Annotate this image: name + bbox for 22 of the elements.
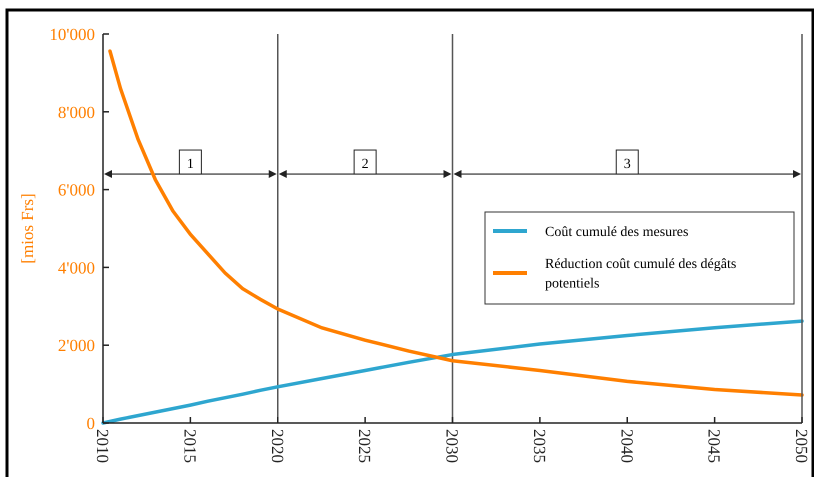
x-tick-label: 2030 (442, 429, 462, 463)
x-tick-label: 2040 (617, 429, 636, 463)
y-tick-label: 8'000 (58, 102, 95, 122)
x-tick-label: 2050 (792, 429, 812, 463)
annotation: 1 (186, 157, 194, 172)
y-tick-label: 4'000 (58, 258, 95, 278)
legend-label: Coût cumulé des mesures (545, 224, 688, 240)
x-tick-label: 2045 (704, 429, 724, 463)
x-tick-label: 2035 (530, 429, 549, 463)
annotation: 2 (362, 157, 369, 172)
y-tick-label: 6'000 (58, 180, 95, 200)
x-tick-label: 2020 (268, 429, 287, 463)
line-series (108, 49, 804, 397)
y-tick-label: 0 (86, 414, 95, 433)
y-tick-label: 2'000 (58, 336, 95, 356)
legend-label: Réduction coût cumulé des dégâts potentiels (545, 256, 736, 292)
y-axis-title: [mios Frs] (18, 193, 37, 264)
x-tick-label: 2010 (93, 429, 112, 463)
y-tick-label: 10'000 (49, 24, 95, 44)
annotation: 3 (624, 157, 631, 172)
x-tick-label: 2025 (355, 429, 374, 463)
x-tick-label: 2015 (180, 429, 200, 463)
